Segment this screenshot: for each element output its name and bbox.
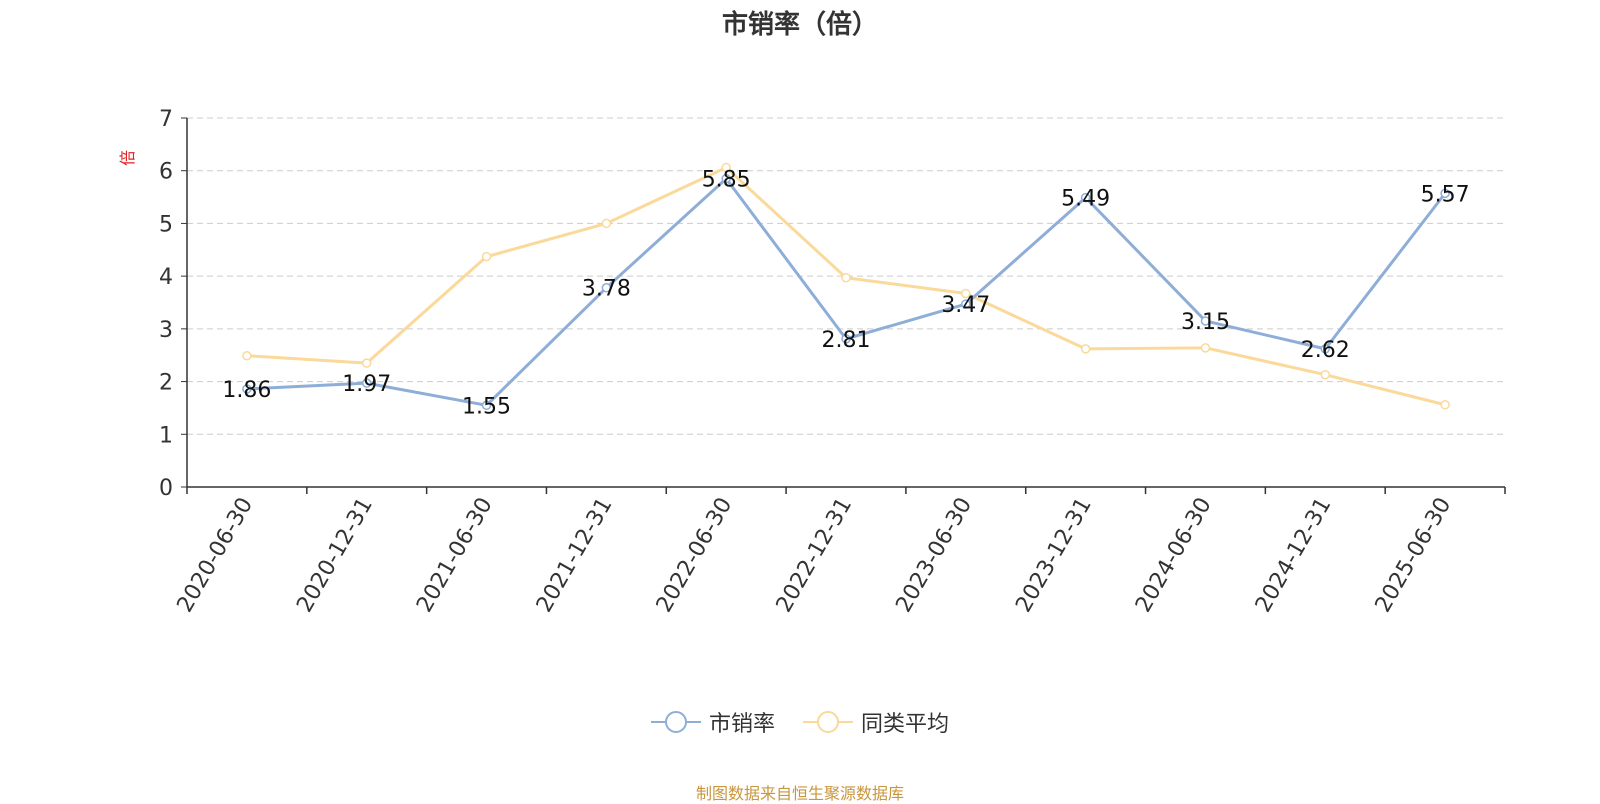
data-point	[961, 299, 971, 309]
data-label: 5.57	[1421, 182, 1470, 207]
data-label: 5.85	[702, 168, 751, 193]
legend-label: 市销率	[708, 712, 775, 737]
line-chart: 0 1 2 3 4 5 6 7 倍 2020-06-30 2020-12-31 2021-06-30 2…	[118, 107, 1506, 617]
legend-marker-icon	[650, 711, 701, 733]
y-tick-label: 6	[159, 160, 173, 185]
data-point	[361, 378, 372, 388]
legend: 市销率 同类平均	[0, 706, 1600, 738]
x-tick-label: 2023-06-30	[891, 494, 977, 617]
series-line	[246, 166, 1446, 407]
data-label: 1.86	[222, 378, 271, 403]
x-tick-label: 2020-12-31	[292, 494, 378, 617]
data-point	[242, 384, 252, 394]
data-point	[1320, 369, 1331, 380]
data-point	[481, 251, 492, 262]
x-tick-label: 2023-12-31	[1011, 494, 1097, 617]
data-point	[1200, 316, 1211, 326]
y-axis-label: 倍	[118, 150, 137, 166]
data-point	[721, 173, 731, 184]
data-label: 2.62	[1301, 338, 1350, 363]
data-point	[1440, 188, 1450, 199]
y-tick-label: 3	[159, 318, 173, 343]
data-point	[841, 334, 851, 344]
data-point	[1200, 343, 1211, 353]
x-tick-label: 2021-06-30	[412, 494, 498, 617]
source-note: 制图数据来自恒生聚源数据库	[695, 784, 904, 803]
data-label: 3.47	[941, 293, 990, 318]
legend-item[interactable]: 市销率	[650, 706, 775, 738]
data-label: 2.81	[822, 328, 871, 353]
data-point	[601, 218, 612, 229]
legend-marker-icon	[803, 711, 853, 733]
data-label: 1.97	[342, 372, 391, 397]
x-tick-label: 2025-06-30	[1371, 494, 1457, 617]
x-tick-label: 2020-06-30	[173, 494, 259, 617]
data-point	[1080, 192, 1091, 203]
data-point	[721, 162, 731, 173]
data-point	[1320, 344, 1331, 354]
data-point	[242, 350, 252, 361]
data-point	[361, 358, 372, 368]
y-tick-label: 4	[159, 265, 173, 290]
x-tick-label: 2022-12-31	[772, 494, 858, 617]
y-tick-label: 1	[159, 423, 173, 448]
data-point	[601, 282, 612, 293]
series-line	[246, 177, 1447, 407]
y-tick-label: 7	[159, 107, 173, 132]
y-tick-label: 5	[159, 212, 173, 237]
x-tick-label: 2021-12-31	[532, 494, 618, 617]
x-tick-label: 2024-12-31	[1251, 494, 1337, 617]
x-tick-label: 2022-06-30	[652, 494, 738, 617]
chart-title: 市销率（倍）	[721, 10, 878, 40]
legend-item[interactable]: 同类平均	[803, 706, 949, 738]
data-point	[1080, 344, 1091, 354]
data-label: 5.49	[1061, 187, 1110, 212]
legend-label: 同类平均	[861, 712, 950, 737]
x-tick-label: 2024-06-30	[1131, 494, 1217, 617]
data-label: 3.78	[582, 277, 631, 302]
data-point	[961, 288, 971, 299]
data-point	[841, 272, 851, 283]
data-point	[1440, 400, 1450, 410]
data-label: 3.15	[1181, 310, 1230, 335]
y-tick-label: 0	[159, 476, 173, 501]
y-tick-label: 2	[159, 371, 173, 396]
data-label: 1.55	[462, 394, 511, 419]
data-point	[481, 400, 492, 411]
